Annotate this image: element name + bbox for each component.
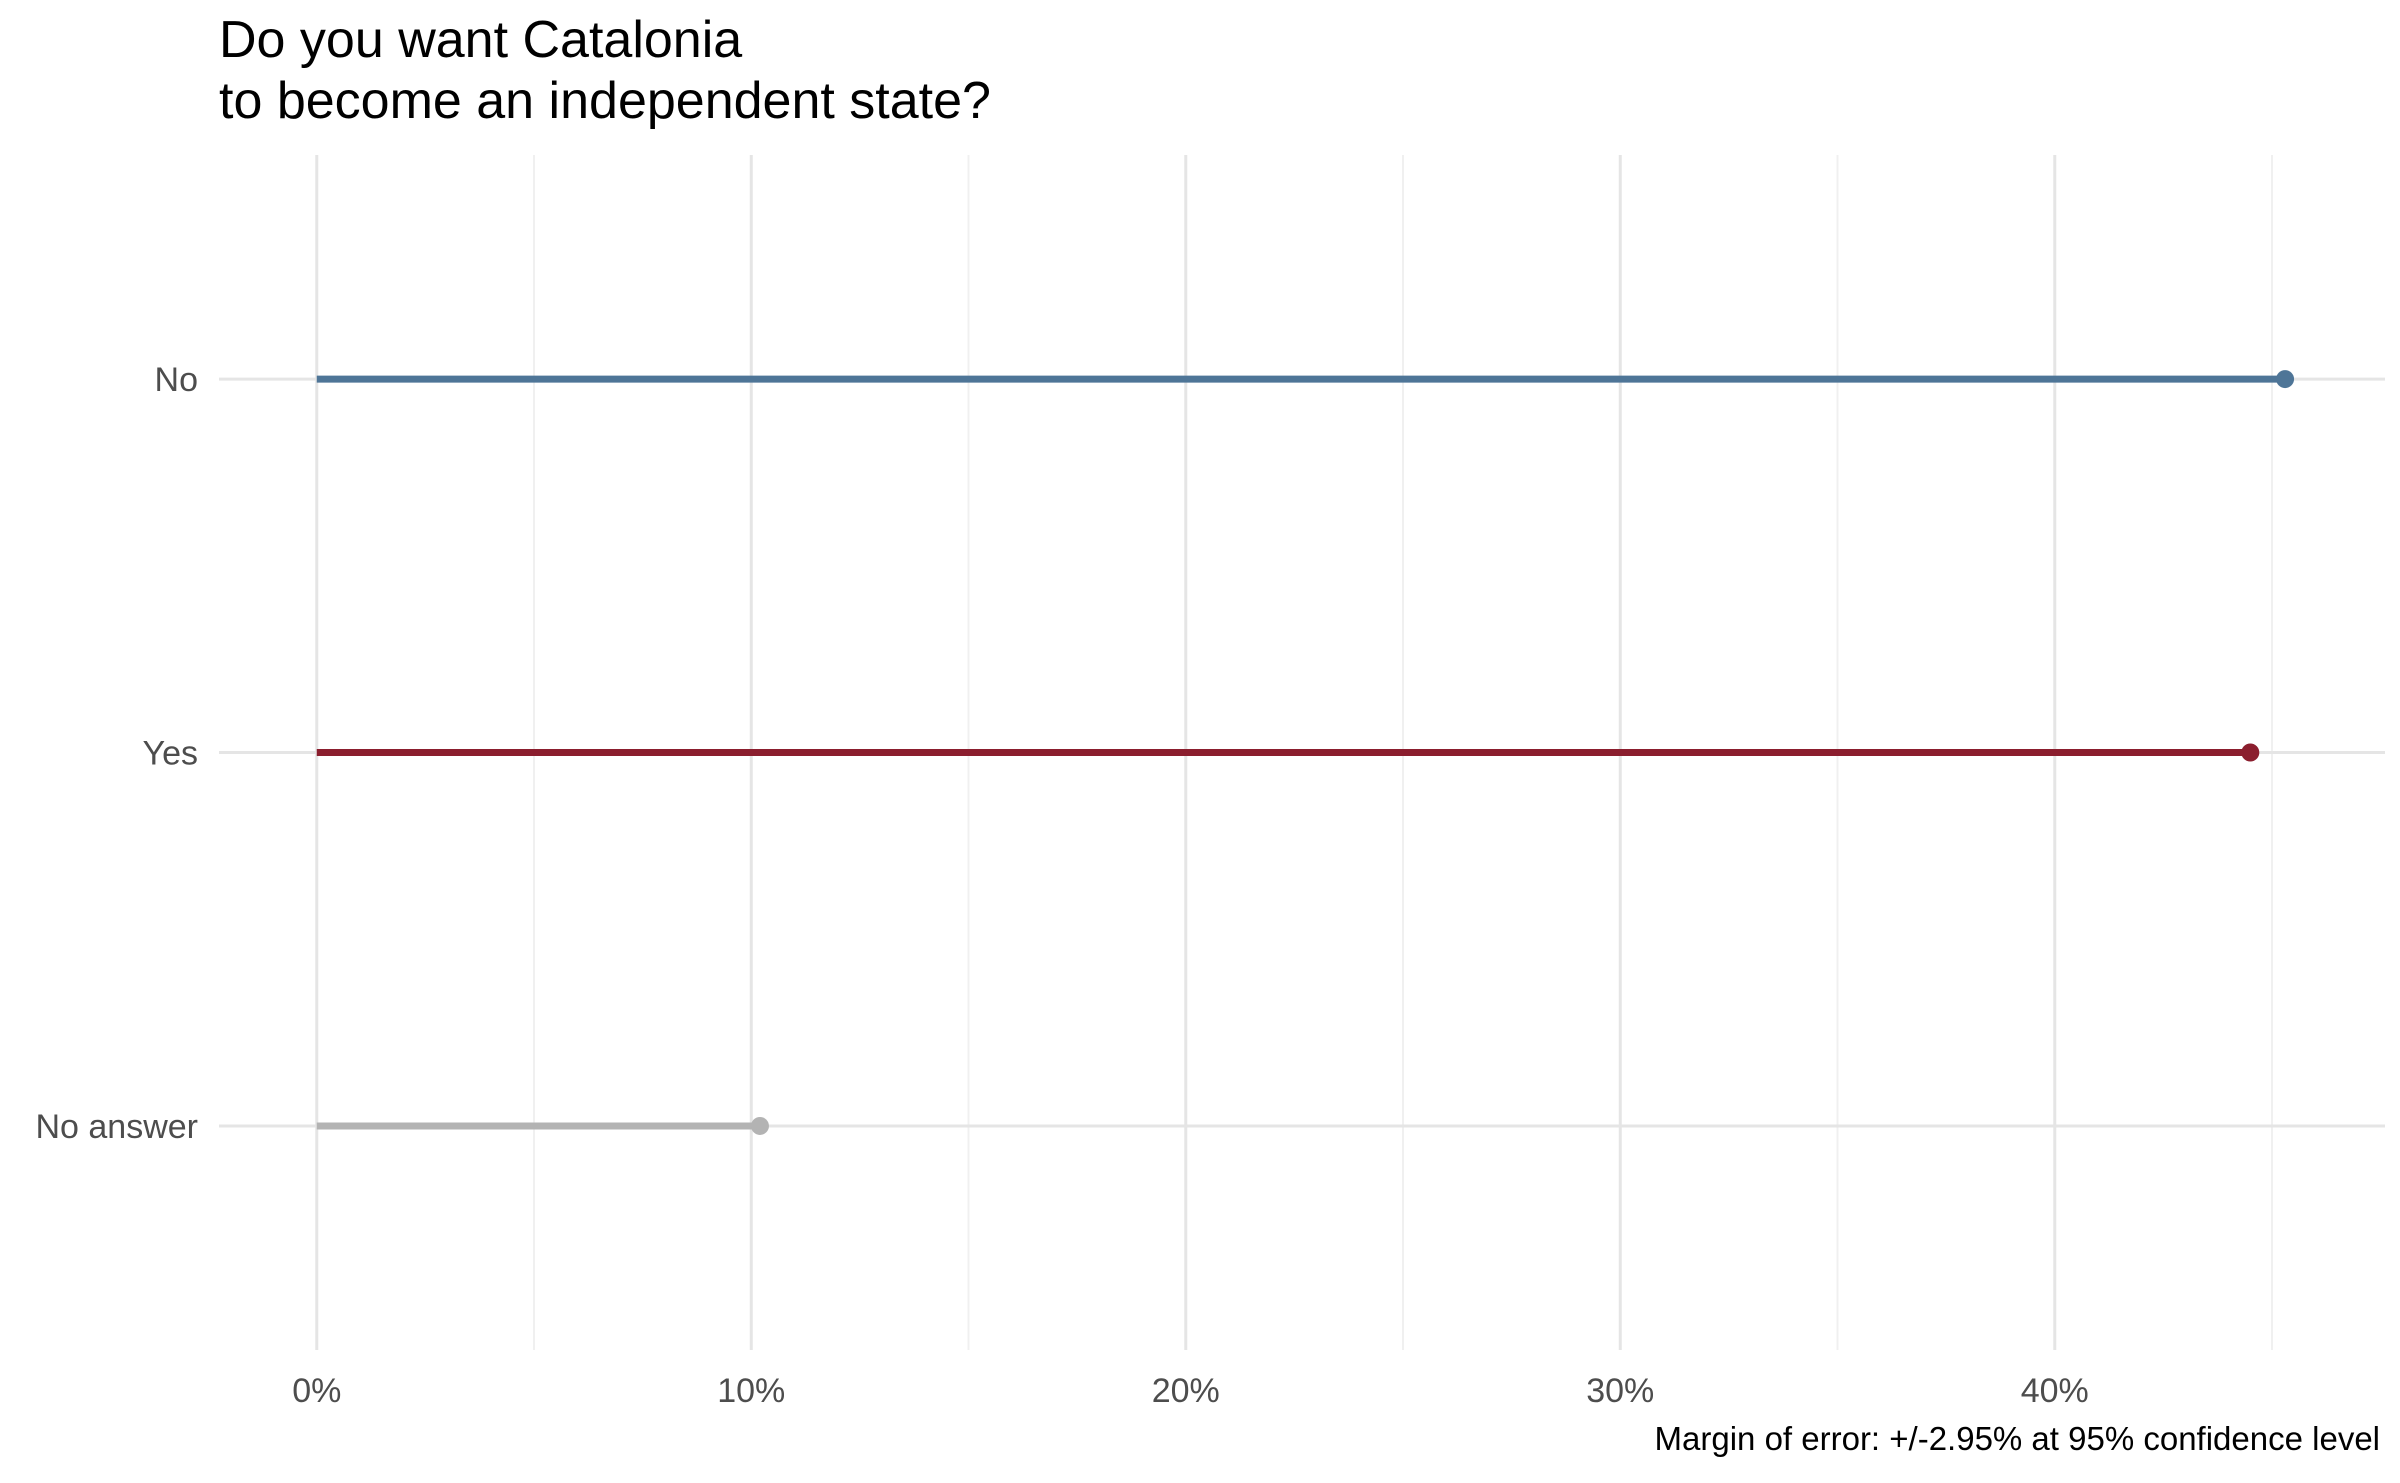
chart-title: Do you want Catalonia to become an indep… <box>219 10 991 132</box>
y-tick-label: Yes <box>143 735 198 773</box>
lollipop-point <box>2276 370 2295 389</box>
x-axis-labels: 0% 10% 20% 30% 40% <box>292 1372 2089 1410</box>
lollipop-point <box>750 1116 769 1135</box>
chart-title-line-1: Do you want Catalonia <box>219 11 743 69</box>
x-tick-label: 20% <box>1152 1372 1220 1410</box>
y-tick-label: No answer <box>35 1108 198 1146</box>
lollipop-series <box>316 370 2295 1135</box>
x-tick-label: 0% <box>292 1372 341 1410</box>
x-tick-label: 10% <box>717 1372 785 1410</box>
y-axis-labels: No Yes No answer <box>35 361 198 1146</box>
x-tick-label: 40% <box>2021 1372 2089 1410</box>
chart-title-line-2: to become an independent state? <box>219 72 991 130</box>
y-tick-label: No <box>155 361 198 399</box>
lollipop-point <box>2241 743 2260 762</box>
chart-caption: Margin of error: +/-2.95% at 95% confide… <box>1654 1420 2380 1457</box>
x-tick-label: 30% <box>1586 1372 1654 1410</box>
